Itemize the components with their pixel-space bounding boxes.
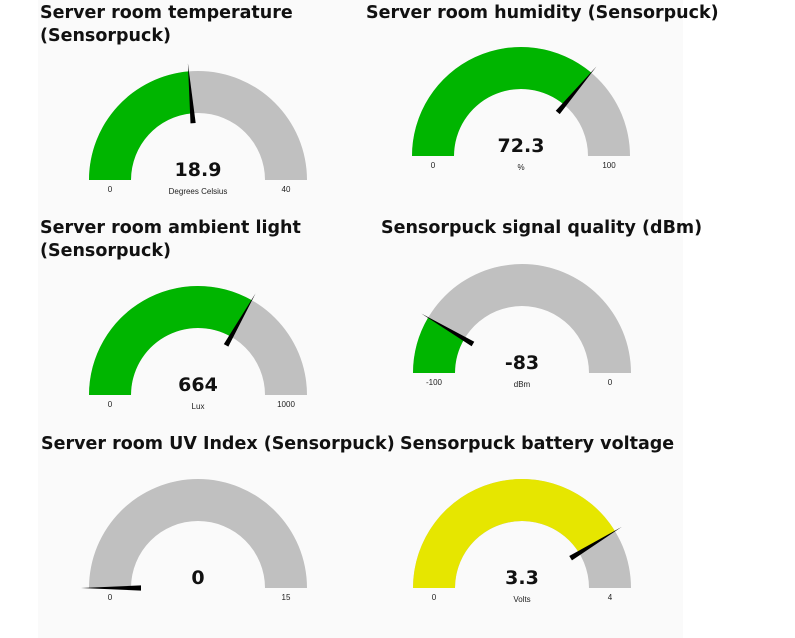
gauge-min-label: -100 [426, 378, 443, 387]
gauge-max-label: 0 [608, 378, 613, 387]
gauge-max-label: 15 [282, 593, 291, 602]
gauge-needle [223, 293, 256, 347]
gauge-needle [81, 585, 141, 591]
gauge-track [89, 479, 307, 588]
gauge-needle [421, 313, 475, 347]
gauge-track [413, 264, 631, 373]
gauge-title: (Sensorpuck) [40, 241, 171, 261]
gauge-value: 664 [178, 374, 218, 396]
gauge-max-label: 100 [602, 161, 616, 170]
gauge-title: Sensorpuck battery voltage [400, 434, 675, 454]
gauge-min-label: 0 [108, 185, 113, 194]
gauge-fill [89, 71, 193, 180]
gauge-min-label: 0 [108, 593, 113, 602]
gauge-value: -83 [505, 352, 539, 374]
gauge-title: Sensorpuck signal quality (dBm) [381, 218, 703, 238]
gauge-max-label: 4 [608, 593, 613, 602]
gauge-unit: % [517, 163, 524, 172]
gauge-unit: Lux [192, 402, 205, 411]
gauge-min-label: 0 [432, 593, 437, 602]
gauge-value: 72.3 [498, 135, 545, 157]
gauge-needle [555, 66, 597, 115]
gauge-unit: Degrees Celsius [169, 187, 228, 196]
gauge-value: 3.3 [505, 567, 539, 589]
gauge-fill [413, 478, 615, 588]
gauge-needle [187, 63, 196, 124]
gauge-title: Server room ambient light [40, 218, 301, 238]
gauge-fill [89, 286, 252, 395]
gauge-fill [412, 47, 592, 157]
gauge-min-label: 0 [108, 400, 113, 409]
gauge-min-label: 0 [431, 161, 436, 170]
gauge-max-label: 1000 [277, 400, 295, 409]
gauge-unit: dBm [514, 380, 531, 389]
gauge-title: Server room temperature [40, 3, 293, 23]
gauge-value: 0 [191, 567, 204, 589]
gauge-value: 18.9 [175, 159, 222, 181]
gauge-unit: Volts [513, 595, 530, 604]
gauge-max-label: 40 [282, 185, 291, 194]
gauge-needle [569, 526, 622, 561]
gauge-title: (Sensorpuck) [40, 26, 171, 46]
gauge-title: Server room humidity (Sensorpuck) [366, 3, 719, 23]
gauge-title: Server room UV Index (Sensorpuck) [41, 434, 395, 454]
